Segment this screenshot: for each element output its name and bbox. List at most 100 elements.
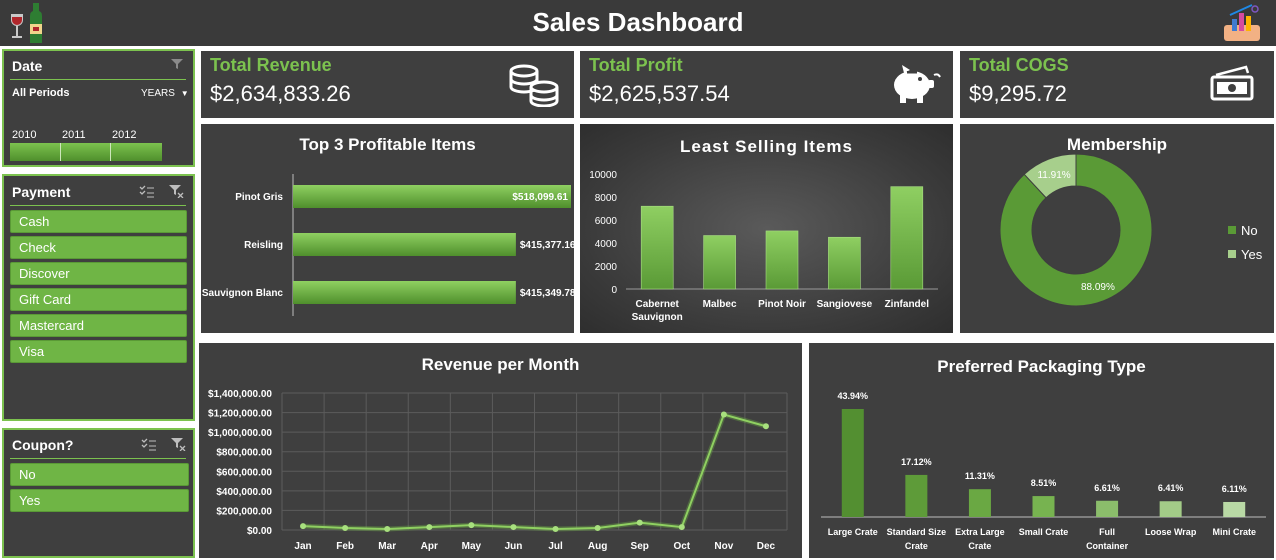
y-tick-label: 10000 <box>589 170 617 181</box>
y-tick-label: 8000 <box>595 193 618 204</box>
bar <box>1159 501 1182 517</box>
series-line <box>302 413 767 531</box>
kpi-title: Total Revenue <box>210 55 332 75</box>
divider <box>10 205 186 206</box>
data-point <box>384 526 391 533</box>
clear-filter-icon[interactable] <box>170 57 184 71</box>
payment-item-check[interactable]: Check <box>10 236 187 259</box>
bar <box>905 474 928 517</box>
y-tick-label: $1,000,000.00 <box>208 428 272 439</box>
revenue-line-chart: $0.00 $200,000.00 $400,000.00 $600,000.00 $8… <box>208 389 788 552</box>
category-label: Sangiovese <box>817 299 873 310</box>
coupon-slicer: Coupon? No Yes <box>2 428 195 558</box>
category-label: Pinot Gris <box>235 192 283 203</box>
data-label: 6.61% <box>1094 483 1120 493</box>
payment-item-mastercard[interactable]: Mastercard <box>10 314 187 337</box>
data-label: 88.09% <box>1081 282 1115 293</box>
kpi-total-revenue: Total Revenue $2,634,833.26 <box>201 51 574 118</box>
x-tick-label: Aug <box>588 541 607 552</box>
kpi-title: Total COGS <box>969 55 1069 75</box>
x-tick-label: Jun <box>505 541 523 552</box>
kpi-total-profit: Total Profit $2,625,537.54 <box>580 51 953 118</box>
time-level-dropdown[interactable]: YEARS ▼ <box>141 88 189 99</box>
payment-item-gift-card[interactable]: Gift Card <box>10 288 187 311</box>
membership-donut-chart: 88.09% 11.91% No Yes <box>999 153 1263 307</box>
data-point <box>342 525 349 532</box>
chevron-down-icon: ▼ <box>180 89 189 98</box>
chart-title: Membership <box>1066 135 1168 154</box>
data-point <box>426 524 433 531</box>
y-tick-label: $800,000.00 <box>216 448 272 459</box>
chart-title: Top 3 Profitable Items <box>299 135 476 154</box>
y-tick-label: $1,400,000.00 <box>208 389 272 400</box>
legend-swatch <box>1228 250 1236 258</box>
data-label: 11.31% <box>965 471 995 481</box>
timeline-year-2011[interactable]: 2011 <box>62 129 86 141</box>
category-label: Sauvignon <box>632 312 683 323</box>
y-tick-label: $0.00 <box>247 526 272 537</box>
category-label: Crate <box>968 541 991 551</box>
kpi-value: $9,295.72 <box>969 81 1067 106</box>
clear-filter-icon[interactable] <box>168 184 184 198</box>
timeline-year-2010[interactable]: 2010 <box>12 129 37 141</box>
chart-title: Preferred Packaging Type <box>937 357 1146 376</box>
data-point <box>720 411 727 418</box>
kpi-value: $2,625,537.54 <box>589 81 730 106</box>
category-label: Loose Wrap <box>1145 527 1197 537</box>
clear-filter-icon[interactable] <box>170 437 186 451</box>
data-label: 11.91% <box>1037 170 1070 181</box>
least-selling-panel: Least Selling Items 0 2000 4000 6000 8000 100… <box>580 124 953 333</box>
divider <box>10 79 186 80</box>
x-tick-label: Sep <box>631 541 649 552</box>
bar-reisling <box>293 233 516 256</box>
category-label: Mini Crate <box>1212 527 1256 537</box>
category-label: Sauvignon Blanc <box>202 288 284 299</box>
payment-slicer: Payment Cash Check Discover Gift Card Ma… <box>2 174 195 421</box>
timeline-bar[interactable] <box>10 143 162 161</box>
bar <box>703 235 736 290</box>
coupon-item-yes[interactable]: Yes <box>10 489 189 512</box>
coupon-item-no[interactable]: No <box>10 463 189 486</box>
data-label: $415,377.16 <box>520 240 574 251</box>
x-tick-label: Oct <box>673 541 690 552</box>
multi-select-icon[interactable] <box>139 184 155 198</box>
y-tick-label: $1,200,000.00 <box>208 409 272 420</box>
bar <box>1096 500 1119 517</box>
multi-select-icon[interactable] <box>141 437 157 451</box>
x-tick-label: Mar <box>378 541 396 552</box>
data-label: 43.94% <box>838 391 869 401</box>
date-slicer-title: Date <box>12 58 43 74</box>
category-label: Reisling <box>244 240 283 251</box>
y-tick-label: $200,000.00 <box>216 506 272 517</box>
payment-item-cash[interactable]: Cash <box>10 210 187 233</box>
period-label: All Periods <box>12 87 70 99</box>
kpi-total-cogs: Total COGS $9,295.72 <box>960 51 1274 118</box>
payment-item-discover[interactable]: Discover <box>10 262 187 285</box>
timeline-year-2012[interactable]: 2012 <box>112 129 137 141</box>
legend-label: No <box>1241 223 1258 238</box>
donut-slice-yes <box>1023 153 1077 199</box>
x-tick-label: May <box>462 541 482 552</box>
data-point <box>762 423 769 430</box>
x-tick-label: Dec <box>757 541 776 552</box>
y-tick-label: 6000 <box>595 216 618 227</box>
timeline-tick <box>60 143 61 161</box>
data-point <box>468 522 475 529</box>
data-label: $518,099.61 <box>512 192 568 203</box>
growth-chart-icon <box>1224 4 1260 41</box>
payment-item-visa[interactable]: Visa <box>10 340 187 363</box>
x-tick-label: Apr <box>421 541 438 552</box>
data-point <box>636 519 643 526</box>
category-label: Standard Size <box>887 527 947 537</box>
legend-label: Yes <box>1241 247 1263 262</box>
x-tick-label: Nov <box>714 541 733 552</box>
y-tick-label: 0 <box>611 285 617 296</box>
y-tick-label: $600,000.00 <box>216 467 272 478</box>
x-tick-label: Feb <box>336 541 354 552</box>
category-label: Crate <box>905 541 928 551</box>
y-tick-label: $400,000.00 <box>216 487 272 498</box>
data-point <box>594 525 601 532</box>
bar-pinot-gris <box>293 185 571 208</box>
category-label: Extra Large <box>955 527 1005 537</box>
category-label: Cabernet <box>636 299 680 310</box>
